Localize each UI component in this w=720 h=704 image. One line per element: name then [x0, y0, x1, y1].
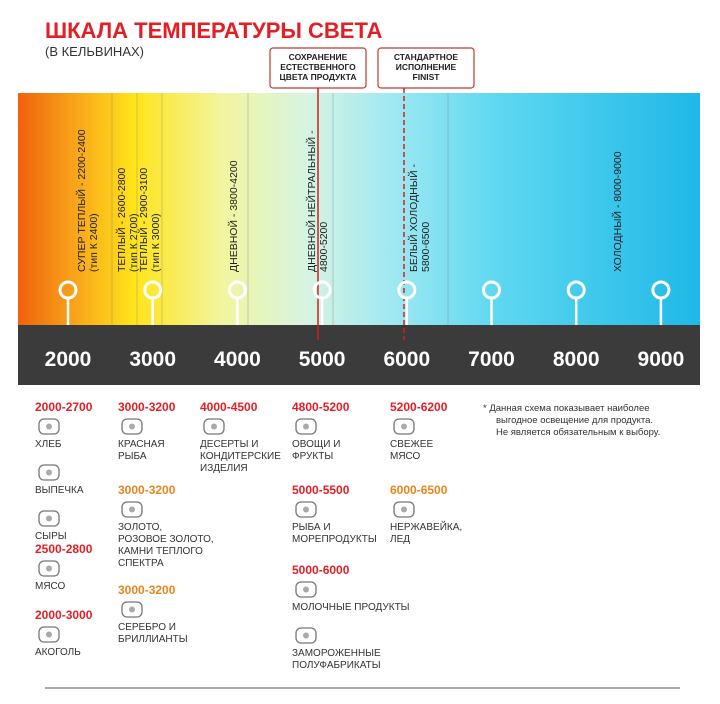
item-icon-detail: [46, 515, 52, 522]
group-range: 2000-2700: [35, 400, 93, 414]
band-label: ХОЛОДНЫЙ - 8000-9000: [611, 151, 624, 272]
scale-number: 2000: [45, 348, 92, 371]
callout-text: СТАНДАРТНОЕ: [394, 52, 459, 62]
group-range: 3000-3200: [118, 583, 176, 597]
marker-ring: [397, 280, 417, 300]
scale-number: 5000: [299, 348, 346, 371]
item-label: СВЕЖЕЕ: [390, 439, 433, 450]
scale-number: 8000: [553, 348, 600, 371]
item-label: ХЛЕБ: [35, 439, 62, 450]
item-label: РЫБА И: [292, 522, 331, 533]
group-range: 5200-6200: [390, 400, 448, 414]
scale-number: 4000: [214, 348, 261, 371]
callout-text: FINIST: [413, 72, 441, 82]
item-label: НЕРЖАВЕЙКА,: [390, 520, 462, 533]
band-label: 4800-5200: [318, 222, 330, 272]
item-label: КОНДИТЕРСКИЕ: [200, 451, 281, 462]
footnote: выгодное освещение для продукта.: [496, 415, 653, 426]
item-label: СЕРЕБРО И: [118, 622, 176, 633]
item-label: ЗОЛОТО,: [118, 522, 162, 533]
item-label: ДЕСЕРТЫ И: [200, 439, 258, 450]
item-label: ЗАМОРОЖЕННЫЕ: [292, 648, 381, 659]
item-icon-detail: [46, 565, 52, 572]
scale-bar: [18, 325, 700, 385]
callout-text: ЕСТЕСТВЕННОГО: [280, 62, 356, 72]
item-icon-detail: [129, 606, 135, 613]
item-label: СЫРЫ: [35, 531, 67, 542]
band-label: 5800-6500: [420, 222, 432, 272]
item-icon-detail: [129, 423, 135, 430]
title: ШКАЛА ТЕМПЕРАТУРЫ СВЕТА: [45, 18, 383, 43]
callout-text: СОХРАНЕНИЕ: [289, 52, 348, 62]
band-label: ТЕПЛЫЙ - 2600-2800: [115, 168, 128, 272]
callout-text: ИСПОЛНЕНИЕ: [396, 62, 457, 72]
subtitle: (В КЕЛЬВИНАХ): [45, 44, 144, 59]
marker-ring: [58, 280, 78, 300]
item-label: РЫБА: [118, 451, 147, 462]
item-icon-detail: [46, 469, 52, 476]
band-label: ДНЕВНОЙ - 3800-4200: [227, 160, 240, 272]
item-label: ФРУКТЫ: [292, 451, 333, 462]
scale-number: 7000: [468, 348, 515, 371]
band-label: БЕЛЫЙ ХОЛОДНЫЙ -: [407, 163, 420, 272]
group-range: 4000-4500: [200, 400, 258, 414]
item-icon-detail: [129, 506, 135, 513]
item-label: ВЫПЕЧКА: [35, 485, 84, 496]
scale-number: 6000: [383, 348, 430, 371]
item-icon-detail: [303, 423, 309, 430]
scale-number: 9000: [638, 348, 685, 371]
spectrum-band: [18, 93, 700, 328]
item-label: ИЗДЕЛИЯ: [200, 463, 248, 474]
item-icon-detail: [303, 506, 309, 513]
item-label: КАМНИ ТЕПЛОГО: [118, 546, 203, 557]
scale-number: 3000: [129, 348, 176, 371]
callout-box: [377, 47, 475, 89]
group-range: 4800-5200: [292, 400, 350, 414]
item-label: МЯСО: [35, 581, 66, 592]
item-icon-detail: [211, 423, 217, 430]
band-label: ТЕПЛЫЙ - 2900-3100: [137, 168, 150, 272]
marker-ring: [143, 280, 163, 300]
group-range: 2500-2800: [35, 542, 93, 556]
item-label: РОЗОВОЕ ЗОЛОТО,: [118, 534, 214, 545]
item-icon-detail: [401, 506, 407, 513]
item-label: КРАСНАЯ: [118, 439, 165, 450]
item-label: БРИЛЛИАНТЫ: [118, 634, 188, 645]
item-label: МОЛОЧНЫЕ ПРОДУКТЫ: [292, 602, 410, 613]
band-label: (тип К 2700): [128, 213, 140, 272]
marker-ring: [482, 280, 501, 300]
item-icon-detail: [46, 423, 52, 430]
group-range: 5000-6000: [292, 563, 350, 577]
group-range: 6000-6500: [390, 483, 448, 497]
item-label: МОРЕПРОДУКТЫ: [292, 534, 377, 545]
band-label: (тип К 2400): [88, 213, 100, 272]
group-range: 2000-3000: [35, 608, 93, 622]
callout-text: ЦВЕТА ПРОДУКТА: [280, 72, 357, 82]
footnote: Не является обязательным к выбору.: [496, 427, 660, 438]
marker-ring: [312, 280, 332, 300]
item-icon-detail: [46, 631, 52, 638]
group-range: 5000-5500: [292, 483, 350, 497]
item-label: ЛЕД: [390, 534, 410, 545]
band-label: ДНЕВНОЙ НЕЙТРАЛЬНЫЙ -: [305, 130, 318, 272]
item-label: АКОГОЛЬ: [35, 647, 81, 658]
item-label: МЯСО: [390, 451, 421, 462]
item-icon-detail: [401, 423, 407, 430]
band-label: СУПЕР ТЕПЛЫЙ - 2200-2400: [75, 129, 88, 272]
group-range: 3000-3200: [118, 483, 176, 497]
marker-ring: [566, 280, 586, 300]
item-label: СПЕКТРА: [118, 558, 164, 569]
group-range: 3000-3200: [118, 400, 176, 414]
marker-ring: [651, 280, 671, 300]
item-label: ПОЛУФАБРИКАТЫ: [292, 660, 381, 671]
item-icon-detail: [303, 632, 309, 639]
band-label: (тип К 3000): [150, 213, 162, 272]
marker-ring: [227, 280, 247, 300]
footnote: * Данная схема показывает наиболее: [483, 403, 650, 414]
item-label: ОВОЩИ И: [292, 439, 340, 450]
item-icon-detail: [303, 586, 309, 593]
